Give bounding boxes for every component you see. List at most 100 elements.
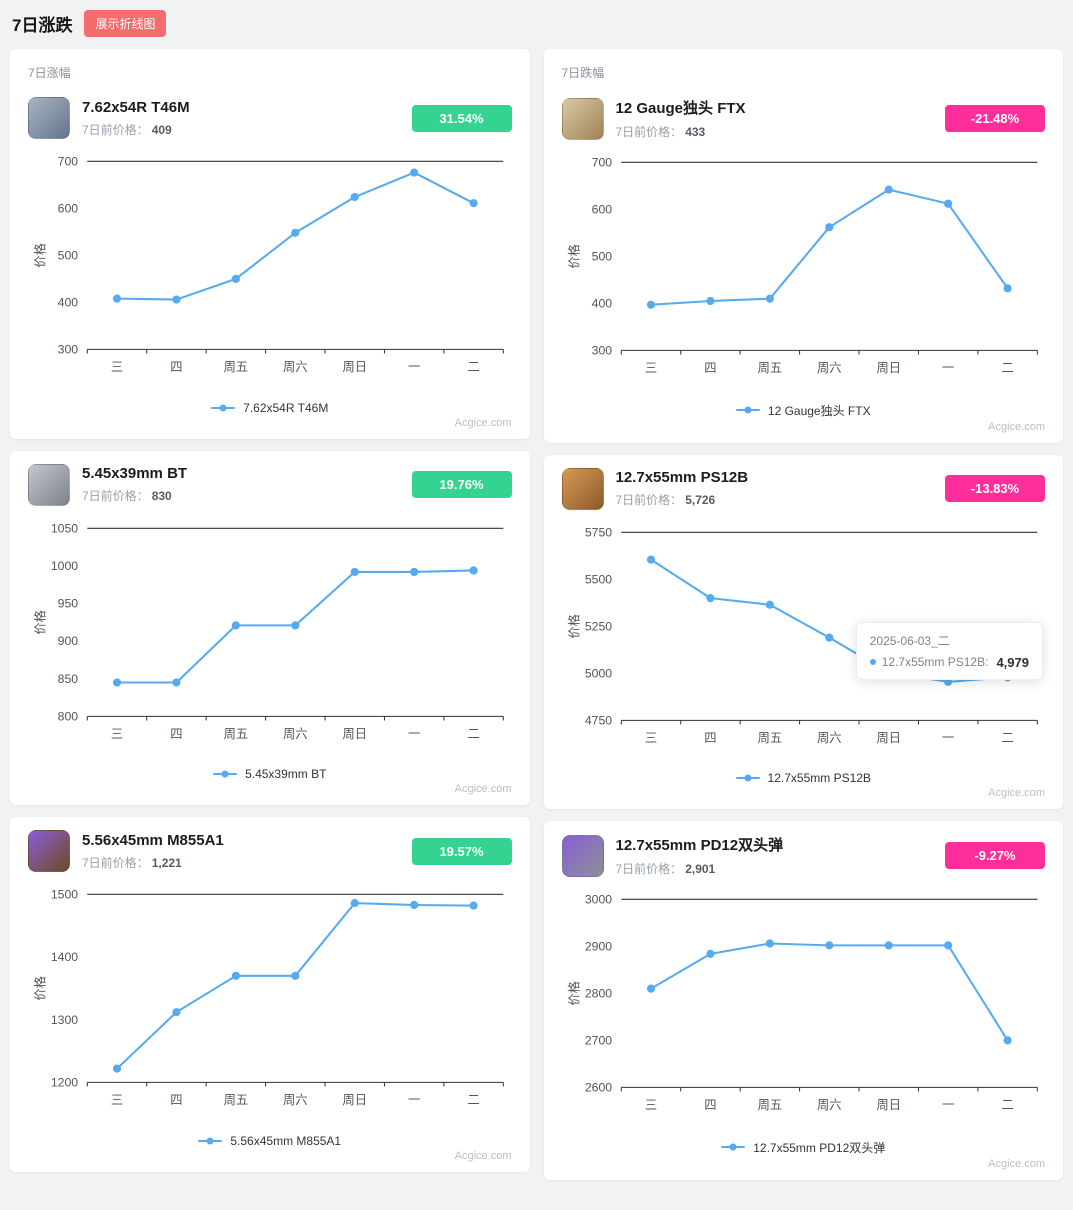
svg-text:三: 三 <box>111 726 123 740</box>
item-name: 12.7x55mm PS12B <box>615 469 749 486</box>
previous-price: 7日前价格： 830 <box>82 489 172 503</box>
svg-text:周五: 周五 <box>757 730 782 744</box>
legend-line-icon <box>735 409 760 411</box>
previous-price-value: 409 <box>151 122 172 137</box>
svg-text:1050: 1050 <box>51 521 78 535</box>
svg-text:价格: 价格 <box>566 244 581 269</box>
chart-legend[interactable]: 12.7x55mm PS12B <box>562 771 1046 785</box>
svg-text:700: 700 <box>58 154 79 168</box>
legend-line-icon <box>213 773 238 775</box>
svg-text:5500: 5500 <box>584 572 611 586</box>
gainers-column: 7日涨幅 7.62x54R T46M 7日前价格： 409 31.54% 700 6… <box>10 49 530 1172</box>
svg-text:价格: 价格 <box>566 614 581 639</box>
svg-text:周日: 周日 <box>342 1093 367 1107</box>
previous-price: 7日前价格： 433 <box>615 125 706 139</box>
item-thumbnail <box>561 97 604 140</box>
change-badge: -21.48% <box>945 105 1045 132</box>
svg-text:5000: 5000 <box>584 666 611 680</box>
svg-text:一: 一 <box>942 361 954 375</box>
legend-label: 5.45x39mm BT <box>245 767 327 781</box>
chart-legend[interactable]: 5.56x45mm M855A1 <box>28 1134 512 1148</box>
svg-text:周五: 周五 <box>757 1098 782 1112</box>
svg-text:三: 三 <box>644 1098 656 1112</box>
item-card: 5.56x45mm M855A1 7日前价格： 1,221 19.57% 1500… <box>10 817 530 1172</box>
change-badge: 31.54% <box>411 104 512 132</box>
gainers-section-title: 7日涨幅 <box>28 66 71 80</box>
price-line-chart[interactable]: 1500 1400 1300 1200 三 四 周五 周六 周日 一 二 价格 <box>28 880 512 1134</box>
svg-text:四: 四 <box>170 1093 182 1107</box>
watermark: Acgice.com <box>988 787 1045 799</box>
legend-label: 7.62x54R T46M <box>243 400 329 415</box>
svg-text:周六: 周六 <box>283 1093 308 1107</box>
tooltip-date: 2025-06-03_二 <box>869 633 950 648</box>
svg-text:三: 三 <box>644 361 656 375</box>
svg-text:300: 300 <box>58 342 79 356</box>
svg-text:二: 二 <box>1001 361 1013 375</box>
price-line-chart[interactable]: 700 600 500 400 300 三 四 周五 周六 周日 一 二 价格 <box>562 148 1046 402</box>
legend-line-icon <box>735 777 760 779</box>
watermark: Acgice.com <box>454 416 512 429</box>
chart-legend[interactable]: 12.7x55mm PD12双头弹 <box>562 1139 1046 1156</box>
losers-section-title: 7日跌幅 <box>561 66 605 80</box>
svg-text:周五: 周五 <box>224 726 249 740</box>
item-name: 7.62x54R T46M <box>82 98 190 116</box>
svg-text:700: 700 <box>591 155 612 169</box>
item-name: 5.45x39mm BT <box>82 465 188 482</box>
item-name: 12 Gauge独头 FTX <box>615 100 746 117</box>
price-line-chart[interactable]: 3000 2900 2800 2700 2600 三 四 周五 周六 周日 一 二 价格 <box>562 885 1046 1139</box>
svg-text:400: 400 <box>58 295 79 309</box>
item-thumbnail <box>28 463 70 506</box>
svg-text:850: 850 <box>58 671 79 685</box>
svg-text:800: 800 <box>58 709 79 723</box>
svg-text:四: 四 <box>170 726 182 740</box>
card-header: 7.62x54R T46M 7日前价格： 409 31.54% <box>28 97 512 139</box>
svg-text:二: 二 <box>467 1093 479 1107</box>
previous-price-value: 5,726 <box>685 493 716 507</box>
item-card: 7日跌幅 12 Gauge独头 FTX 7日前价格： 433 -21.48% 70… <box>543 49 1063 443</box>
svg-text:二: 二 <box>467 726 479 740</box>
chart-legend[interactable]: 12 Gauge独头 FTX <box>562 402 1046 419</box>
previous-price: 7日前价格： 409 <box>82 122 172 137</box>
page-title: 7日涨跌 <box>12 16 73 35</box>
price-line-chart[interactable]: 1050 1000 950 900 850 800 三 四 周五 周六 周日 一 二 价格 <box>28 514 512 768</box>
svg-text:周日: 周日 <box>342 726 367 740</box>
item-thumbnail <box>28 97 70 139</box>
svg-text:一: 一 <box>408 1093 420 1107</box>
svg-text:四: 四 <box>704 361 716 375</box>
svg-text:价格: 价格 <box>32 243 47 268</box>
card-header: 12 Gauge独头 FTX 7日前价格： 433 -21.48% <box>561 97 1045 140</box>
svg-text:周五: 周五 <box>757 361 782 375</box>
card-header: 12.7x55mm PS12B 7日前价格： 5,726 -13.83% <box>561 467 1045 510</box>
tooltip-series-label: 12.7x55mm PS12B: <box>881 655 989 669</box>
previous-price: 7日前价格： 2,901 <box>615 862 716 876</box>
svg-text:300: 300 <box>591 343 612 357</box>
svg-text:1200: 1200 <box>51 1075 78 1089</box>
svg-text:500: 500 <box>591 249 612 263</box>
svg-text:600: 600 <box>58 201 79 215</box>
svg-text:周日: 周日 <box>342 360 367 374</box>
item-thumbnail <box>28 830 70 872</box>
item-thumbnail <box>561 834 604 877</box>
svg-text:400: 400 <box>591 296 612 310</box>
price-line-chart[interactable]: 2025-06-03_二 12.7x55mm PS12B: 4,979 5750… <box>562 518 1046 772</box>
svg-text:周日: 周日 <box>876 361 901 375</box>
change-badge: -13.83% <box>945 475 1045 502</box>
chart-legend[interactable]: 7.62x54R T46M <box>28 401 512 415</box>
page-header: 7日涨跌 展示折线图 <box>0 0 1073 43</box>
item-name: 12.7x55mm PD12双头弹 <box>615 837 784 854</box>
legend-line-icon <box>721 1146 746 1148</box>
svg-text:2800: 2800 <box>584 986 611 1000</box>
svg-text:600: 600 <box>591 202 612 216</box>
svg-text:950: 950 <box>58 596 79 610</box>
legend-label: 12 Gauge独头 FTX <box>767 403 871 418</box>
price-line-chart[interactable]: 700 600 500 400 300 三 四 周五 周六 周日 一 二 价格 <box>28 147 512 401</box>
svg-text:周六: 周六 <box>817 361 842 375</box>
svg-text:周六: 周六 <box>283 360 308 374</box>
change-badge: 19.57% <box>411 837 512 865</box>
watermark: Acgice.com <box>454 783 512 795</box>
chart-legend[interactable]: 5.45x39mm BT <box>28 767 512 781</box>
svg-text:一: 一 <box>942 1098 954 1112</box>
show-line-chart-button[interactable]: 展示折线图 <box>84 10 167 37</box>
item-thumbnail <box>561 467 604 510</box>
item-card: 12.7x55mm PS12B 7日前价格： 5,726 -13.83% 2025… <box>543 454 1063 809</box>
